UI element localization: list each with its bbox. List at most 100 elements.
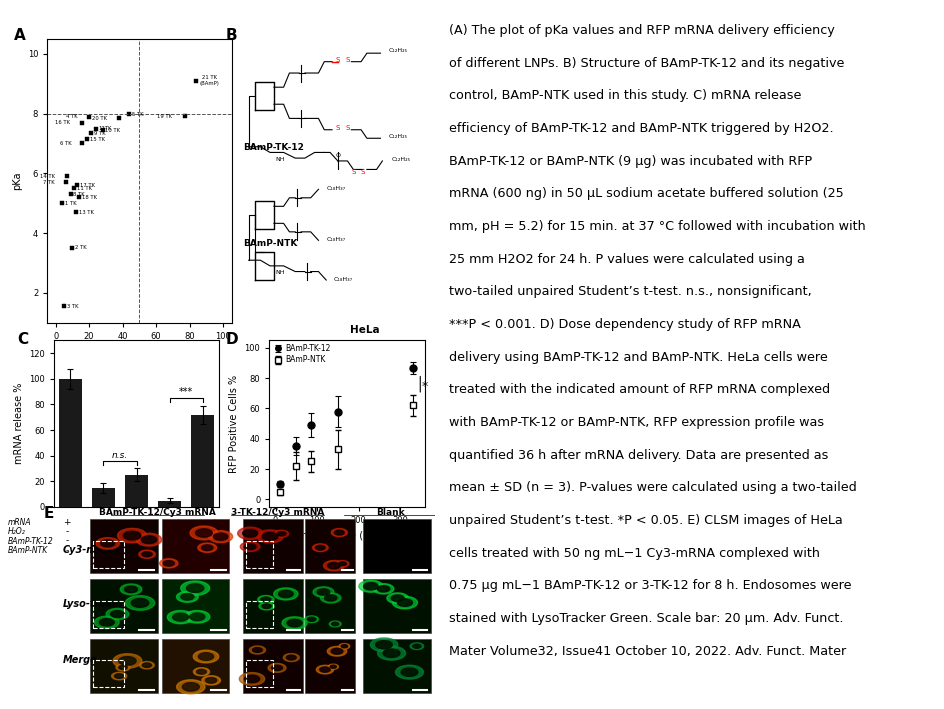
Polygon shape — [312, 587, 333, 597]
Text: 3 TK: 3 TK — [67, 303, 78, 308]
Polygon shape — [119, 657, 136, 665]
Text: HeLa: HeLa — [350, 325, 379, 335]
Polygon shape — [323, 561, 344, 571]
Polygon shape — [363, 583, 378, 590]
Text: +: + — [100, 546, 108, 554]
Text: A: A — [14, 28, 25, 43]
Polygon shape — [396, 554, 419, 566]
Polygon shape — [160, 559, 177, 568]
Polygon shape — [243, 530, 258, 537]
Bar — [362, 579, 430, 633]
Polygon shape — [240, 542, 260, 552]
Text: mean ± SD (n = 3). P-values were calculated using a two-tailed: mean ± SD (n = 3). P-values were calcula… — [448, 481, 855, 494]
Text: C: C — [18, 332, 28, 347]
Polygon shape — [336, 561, 348, 567]
Text: -: - — [65, 537, 69, 546]
Bar — [243, 639, 303, 693]
Text: S: S — [361, 169, 364, 175]
Text: mRNA (600 ng) in 50 μL sodium acetate buffered solution (25: mRNA (600 ng) in 50 μL sodium acetate bu… — [448, 187, 843, 201]
Text: +: + — [174, 518, 181, 527]
Polygon shape — [180, 581, 210, 596]
Polygon shape — [277, 532, 285, 536]
Polygon shape — [325, 595, 336, 601]
Text: E: E — [43, 506, 54, 520]
Polygon shape — [315, 545, 325, 550]
Text: -: - — [212, 546, 215, 554]
Polygon shape — [116, 664, 130, 671]
Text: S: S — [345, 57, 349, 63]
Text: mm, pH = 5.2) for 15 min. at 37 °C followed with incubation with: mm, pH = 5.2) for 15 min. at 37 °C follo… — [448, 220, 865, 233]
Text: 2 TK: 2 TK — [76, 245, 87, 250]
Polygon shape — [261, 597, 271, 602]
Polygon shape — [117, 528, 146, 543]
Polygon shape — [120, 584, 142, 595]
Text: C₁₈H₃₇: C₁₈H₃₇ — [326, 186, 345, 191]
Polygon shape — [377, 586, 389, 592]
Polygon shape — [136, 533, 161, 546]
Bar — [90, 639, 158, 693]
Polygon shape — [114, 674, 124, 679]
Text: 3-TK-12/Cy3 mRNA: 3-TK-12/Cy3 mRNA — [231, 508, 324, 517]
Polygon shape — [283, 654, 299, 661]
Polygon shape — [249, 646, 265, 654]
Polygon shape — [381, 527, 398, 535]
Text: BAmP-TK-12: BAmP-TK-12 — [243, 143, 303, 152]
Bar — [245, 601, 273, 627]
Text: 5 TK: 5 TK — [132, 112, 143, 117]
Bar — [90, 579, 158, 633]
Bar — [59, 379, 82, 507]
Text: 11 TK: 11 TK — [76, 186, 92, 191]
Text: unpaired Student’s t-test. *P < 0.05. E) CLSM images of HeLa: unpaired Student’s t-test. *P < 0.05. E)… — [448, 514, 842, 527]
Text: C₁₈H₃₇: C₁₈H₃₇ — [333, 277, 353, 282]
Text: Lyso-traker: Lyso-traker — [62, 599, 124, 609]
Polygon shape — [377, 646, 405, 660]
Polygon shape — [328, 562, 340, 569]
Bar — [93, 541, 124, 568]
Polygon shape — [386, 593, 408, 603]
Text: +: + — [100, 518, 108, 527]
Legend: BAmP-TK-12, BAmP-NTK: BAmP-TK-12, BAmP-NTK — [273, 344, 330, 364]
Polygon shape — [401, 557, 414, 564]
X-axis label: mRNA Dose (ng/mL): mRNA Dose (ng/mL) — [297, 530, 396, 540]
Polygon shape — [119, 665, 127, 669]
Polygon shape — [126, 596, 155, 610]
Text: efficiency of BAmP-TK-12 and BAmP-NTK triggered by H2O2.: efficiency of BAmP-TK-12 and BAmP-NTK tr… — [448, 122, 833, 135]
Polygon shape — [382, 649, 399, 657]
Text: BAmP-TK-12 or BAmP-NTK (9 μg) was incubated with RFP: BAmP-TK-12 or BAmP-NTK (9 μg) was incuba… — [448, 155, 811, 168]
Polygon shape — [177, 680, 205, 694]
Text: stained with LysoTracker Green. Scale bar: 20 μm. Adv. Funct.: stained with LysoTracker Green. Scale ba… — [448, 612, 842, 625]
Text: +: + — [211, 537, 218, 546]
Polygon shape — [331, 623, 338, 626]
Polygon shape — [261, 604, 271, 608]
Polygon shape — [305, 616, 318, 623]
Text: 6 TK: 6 TK — [59, 141, 71, 146]
Bar — [191, 415, 214, 507]
Text: -: - — [139, 546, 142, 554]
Polygon shape — [320, 593, 341, 603]
Polygon shape — [274, 588, 297, 600]
Text: +: + — [174, 527, 181, 537]
Text: 7 TK: 7 TK — [42, 180, 55, 185]
Y-axis label: pKa: pKa — [12, 172, 22, 190]
Polygon shape — [195, 529, 212, 537]
Text: 9 TK: 9 TK — [93, 130, 105, 135]
Text: +: + — [211, 527, 218, 537]
Polygon shape — [364, 527, 393, 542]
Text: ***P < 0.001. D) Dose dependency study of RFP mRNA: ***P < 0.001. D) Dose dependency study o… — [448, 318, 800, 331]
Text: S: S — [345, 125, 349, 131]
Polygon shape — [278, 591, 293, 598]
Bar — [161, 639, 229, 693]
Bar — [243, 519, 303, 574]
Polygon shape — [209, 531, 232, 542]
Bar — [92, 488, 115, 507]
Polygon shape — [330, 648, 343, 654]
Text: H₂O₂: H₂O₂ — [8, 527, 25, 537]
Polygon shape — [327, 647, 346, 656]
Polygon shape — [370, 638, 397, 652]
Text: NH: NH — [275, 157, 284, 162]
Bar — [161, 519, 229, 574]
Bar — [362, 639, 430, 693]
Polygon shape — [142, 552, 152, 557]
Polygon shape — [359, 580, 382, 592]
Polygon shape — [163, 561, 174, 566]
